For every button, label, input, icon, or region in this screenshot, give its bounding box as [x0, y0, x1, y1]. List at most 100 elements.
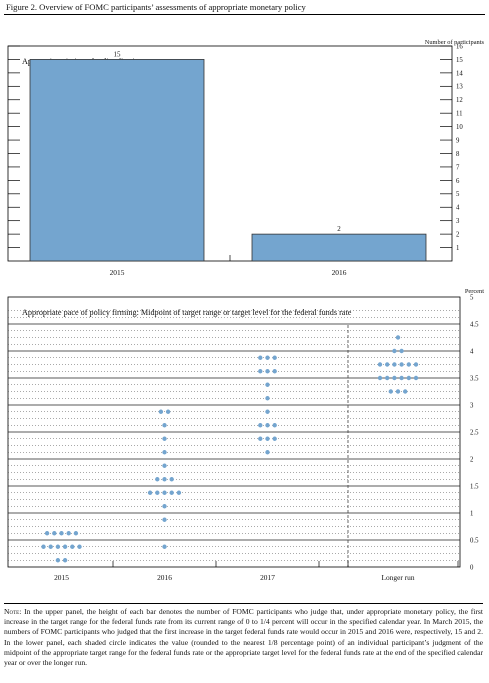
y-tick-label: 2	[470, 456, 474, 463]
bar-label-2015: 15	[114, 50, 122, 58]
dot-2017	[272, 423, 277, 428]
dot-2016	[162, 490, 167, 495]
dot-2017	[265, 355, 270, 360]
y-axis-label: Number of participants	[425, 39, 485, 46]
y-tick-label: 16	[456, 43, 463, 50]
timing-chart: Number of participantsAppropriate timing…	[7, 39, 485, 277]
y-tick-label: 1.5	[470, 483, 479, 490]
dot-2015	[55, 544, 61, 549]
note-label: Note:	[4, 607, 22, 616]
y-axis-label: Percent	[465, 288, 484, 295]
y-tick-label: 5	[456, 191, 460, 198]
dot-longer-run	[377, 362, 383, 367]
dot-2017	[272, 369, 277, 374]
x-tick-label-2016: 2016	[332, 268, 347, 277]
dot-2016	[155, 477, 160, 482]
dot-2015	[44, 531, 50, 536]
y-tick-label: 10	[456, 124, 463, 131]
y-tick-label: 7	[456, 164, 460, 171]
x-tick-label-2017: 2017	[260, 573, 275, 582]
dot-longer-run	[403, 389, 408, 394]
y-tick-label: 1	[456, 245, 459, 252]
dot-longer-run	[399, 375, 404, 381]
dot-2015	[52, 531, 57, 536]
dot-2015	[73, 531, 79, 536]
y-tick-label: 1	[470, 510, 473, 517]
x-tick-label-2015: 2015	[110, 268, 125, 277]
dot-longer-run	[392, 362, 397, 367]
y-tick-label: 4	[456, 205, 460, 212]
dot-2016	[176, 490, 182, 495]
x-tick-label-2015: 2015	[54, 573, 69, 582]
dot-2016	[155, 490, 160, 495]
dot-2017	[272, 355, 277, 360]
y-tick-label: 0	[470, 564, 474, 571]
y-tick-label: 3.5	[470, 375, 479, 382]
bar-2015	[29, 59, 205, 262]
y-tick-label: 3	[456, 218, 460, 225]
dot-2017	[265, 450, 270, 455]
y-tick-label: 11	[456, 111, 463, 118]
dot-2016	[162, 463, 167, 468]
dot-2015	[41, 544, 46, 549]
dot-2016	[158, 409, 164, 414]
dot-2016	[162, 423, 167, 428]
dot-2016	[162, 517, 167, 522]
bar-2016	[251, 233, 427, 262]
dot-longer-run	[413, 362, 419, 367]
figure-note: Note: In the upper panel, the height of …	[4, 603, 483, 668]
dot-2017	[258, 436, 263, 441]
y-tick-label: 4	[470, 348, 474, 355]
bar-label-2016: 2	[337, 225, 341, 233]
figure-title: Figure 2. Overview of FOMC participants’…	[6, 2, 306, 12]
x-tick-label-2016: 2016	[157, 573, 172, 582]
y-tick-label: 14	[456, 70, 463, 77]
dot-longer-run	[388, 389, 393, 394]
dot-2017	[265, 409, 270, 414]
y-tick-label: 6	[456, 178, 460, 185]
pace-chart: Percent Appropriate pace of policy firmin…	[7, 288, 484, 582]
dot-2015	[62, 558, 68, 563]
dot-2016	[147, 490, 153, 495]
dot-2016	[162, 504, 167, 509]
dot-2015	[70, 544, 75, 549]
dot-2017	[265, 423, 270, 428]
dot-longer-run	[406, 362, 411, 367]
dot-2017	[265, 382, 270, 387]
y-tick-label: 15	[456, 57, 463, 64]
y-tick-label: 12	[456, 97, 463, 104]
dot-2017	[258, 355, 263, 360]
dot-2016	[169, 477, 174, 482]
note-text: In the upper panel, the height of each b…	[4, 607, 483, 668]
dot-2016	[165, 409, 171, 414]
dot-2015	[59, 531, 64, 536]
y-tick-label: 13	[456, 84, 463, 91]
dot-2017	[258, 423, 263, 428]
y-tick-label: 5	[470, 294, 474, 301]
top-rule	[4, 14, 485, 15]
dot-2017	[258, 369, 263, 374]
dot-2016	[162, 450, 167, 455]
y-tick-label: 9	[456, 137, 460, 144]
dot-longer-run	[399, 362, 404, 367]
dot-2017	[265, 369, 270, 374]
dot-2017	[272, 436, 277, 441]
y-tick-label: 8	[456, 151, 460, 158]
dot-2017	[265, 396, 270, 401]
dot-2015	[62, 544, 68, 549]
dot-longer-run	[406, 375, 411, 381]
dot-longer-run	[413, 375, 419, 381]
dot-2016	[169, 490, 174, 495]
dot-longer-run	[392, 348, 397, 354]
dot-longer-run	[395, 335, 401, 340]
dot-2015	[48, 544, 53, 549]
panel-title: Appropriate pace of policy firming: Midp…	[22, 308, 352, 317]
dot-longer-run	[385, 375, 390, 381]
dot-2015	[77, 544, 82, 549]
dot-2016	[162, 544, 167, 549]
dot-2015	[55, 558, 61, 563]
dot-longer-run	[399, 348, 404, 354]
dot-longer-run	[392, 375, 397, 381]
y-tick-label: 2.5	[470, 429, 479, 436]
y-tick-label: 0.5	[470, 537, 479, 544]
